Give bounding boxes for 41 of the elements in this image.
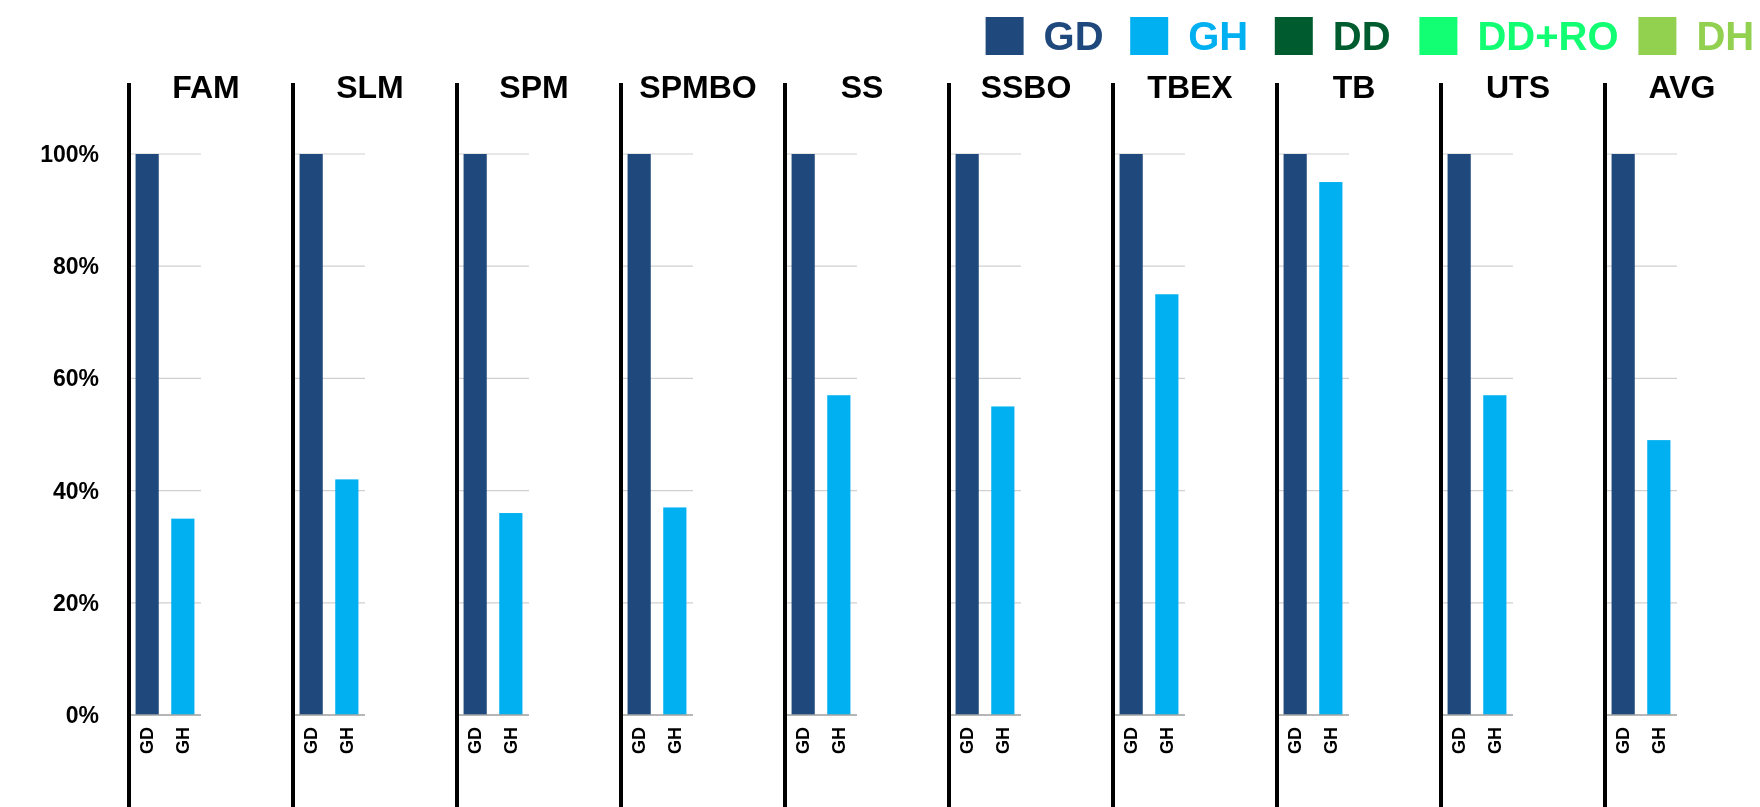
chart-title: UTS [1486, 69, 1550, 105]
chart-title: TB [1332, 69, 1376, 105]
y-tick-label: 60% [52, 365, 99, 392]
y-tick-label: 80% [52, 253, 99, 280]
legend-label: DD+RO [1477, 14, 1619, 58]
chart-title: SPM [499, 69, 569, 105]
y-tick-label: 40% [52, 477, 99, 504]
x-tick-label: GD [1285, 727, 1306, 754]
x-tick-label: GH [665, 727, 686, 754]
x-tick-label: GH [993, 727, 1014, 754]
legend-label: DH [1696, 14, 1755, 58]
chart-title: SS [840, 69, 884, 105]
x-tick-label: GD [1613, 727, 1634, 754]
x-tick-label: GD [137, 727, 158, 754]
x-tick-label: GH [829, 727, 850, 754]
legend-label: GD [1043, 14, 1104, 58]
x-tick-label: GD [301, 727, 322, 754]
chart-title: AVG [1648, 69, 1716, 105]
x-tick-label: GH [1649, 727, 1670, 754]
y-tick-label: 100% [40, 141, 99, 168]
chart-title: SSBO [980, 69, 1072, 105]
x-tick-label: GH [1157, 727, 1178, 754]
chart-title: SLM [336, 69, 404, 105]
legend-label: DD [1332, 14, 1391, 58]
chart-title: SPMBO [639, 69, 757, 105]
x-tick-label: GH [173, 727, 194, 754]
x-tick-label: GD [957, 727, 978, 754]
x-tick-label: GH [1485, 727, 1506, 754]
x-tick-label: GD [1121, 727, 1142, 754]
y-tick-label: 20% [52, 589, 99, 616]
legend-label: GH [1188, 14, 1249, 58]
x-tick-label: GD [465, 727, 486, 754]
x-tick-label: GD [793, 727, 814, 754]
x-tick-label: GH [1321, 727, 1342, 754]
x-tick-label: GH [337, 727, 358, 754]
x-tick-label: GD [1449, 727, 1470, 754]
x-tick-label: GH [501, 727, 522, 754]
x-tick-label: GD [629, 727, 650, 754]
y-tick-label: 0% [65, 702, 99, 729]
chart-title: FAM [172, 69, 240, 105]
chart-title: TBEX [1147, 69, 1234, 105]
